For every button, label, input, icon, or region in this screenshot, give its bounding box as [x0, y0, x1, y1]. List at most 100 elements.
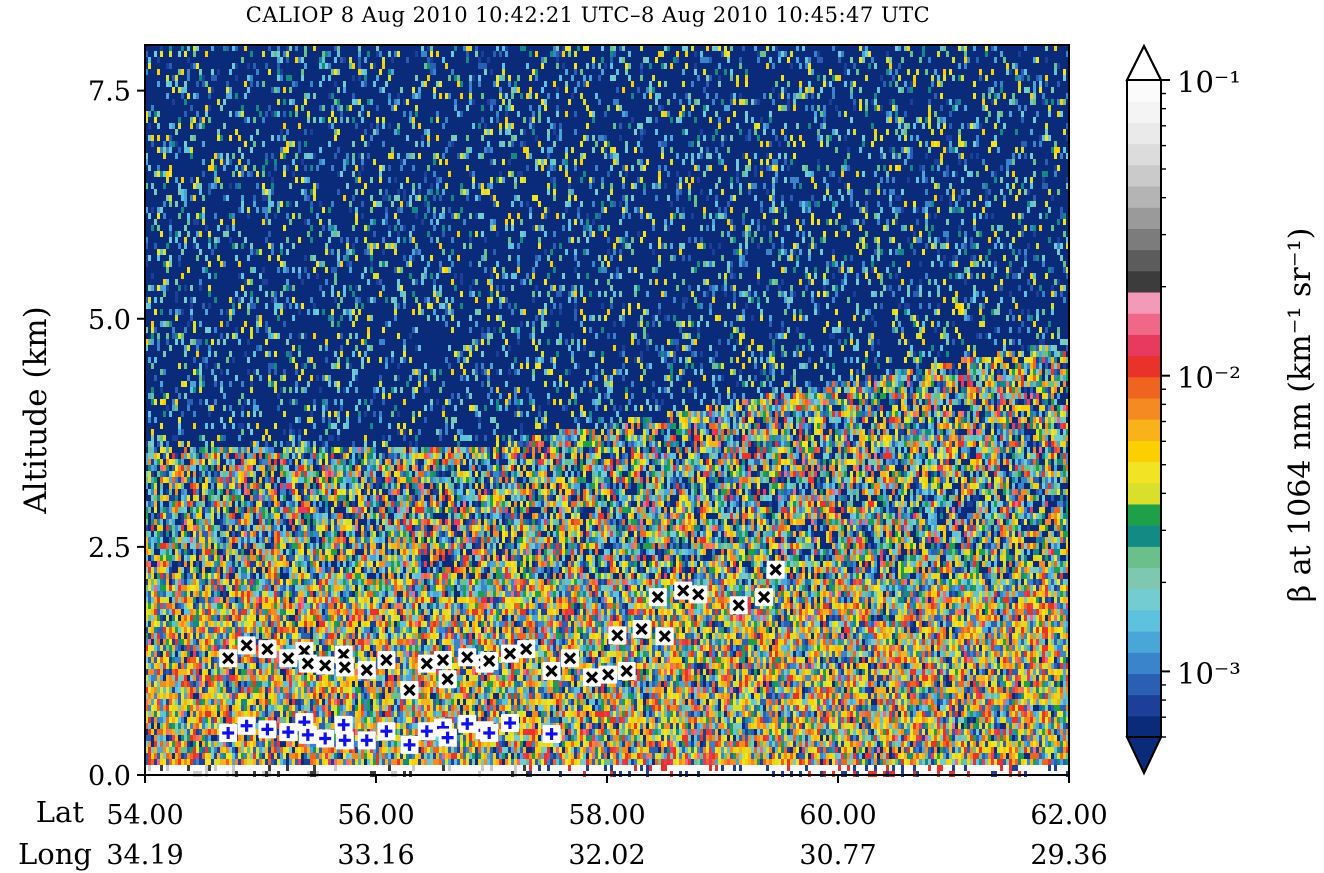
- x-marker: [258, 640, 277, 659]
- colorbar-swatch: [1127, 207, 1161, 229]
- x-tick-label-long: 30.77: [799, 840, 876, 871]
- colorbar: 10⁻¹ 10⁻² 10⁻³: [1125, 43, 1241, 776]
- x-marker: [755, 588, 774, 607]
- x-tick-label-long: 33.16: [337, 840, 414, 871]
- colorbar-swatch: [1127, 673, 1161, 696]
- x-marker: [279, 649, 298, 668]
- x-marker: [298, 654, 317, 673]
- plus-marker: [279, 723, 298, 742]
- colorbar-swatch: [1127, 185, 1161, 208]
- y-tick-label: 7.5: [88, 77, 131, 108]
- x-tick-label-lat: 60.00: [799, 800, 876, 831]
- x-marker: [316, 656, 335, 675]
- colorbar-swatch: [1127, 440, 1161, 463]
- plus-marker: [438, 728, 457, 747]
- colorbar-swatch: [1127, 143, 1161, 166]
- colorbar-swatch: [1127, 546, 1161, 569]
- colorbar-label: β at 1064 nm (km⁻¹ sr⁻¹): [1283, 228, 1318, 603]
- x-tick-label-long: 32.02: [568, 840, 645, 871]
- x-marker: [438, 670, 457, 689]
- x-marker: [480, 651, 499, 670]
- plus-marker: [500, 713, 519, 732]
- x-row-label-long: Long: [18, 837, 92, 871]
- chart-title: CALIOP 8 Aug 2010 10:42:21 UTC–8 Aug 201…: [246, 3, 930, 27]
- colorbar-swatch: [1127, 101, 1161, 123]
- x-marker: [632, 620, 651, 638]
- colorbar-tick-label: 10⁻²: [1177, 361, 1241, 395]
- x-tick-label-long: 29.36: [1030, 840, 1107, 871]
- colorbar-swatch: [1127, 482, 1161, 505]
- colorbar-swatch: [1127, 376, 1161, 399]
- x-axis: 54.00 34.19 56.00 33.16 58.00 32.02 60.00 30.77…: [106, 775, 1108, 871]
- x-marker: [561, 649, 580, 668]
- x-marker: [648, 588, 667, 607]
- x-tick-label-lat: 62.00: [1030, 800, 1107, 831]
- plus-marker: [480, 724, 499, 743]
- plus-marker: [400, 735, 419, 754]
- x-tick-label-lat: 54.00: [106, 800, 183, 831]
- colorbar-swatch: [1127, 270, 1161, 293]
- colorbar-swatch: [1127, 652, 1161, 675]
- colorbar-swatch: [1127, 525, 1161, 547]
- colorbar-over-arrow: [1125, 43, 1163, 81]
- x-marker: [617, 661, 636, 680]
- plus-marker: [298, 725, 317, 744]
- colorbar-swatch: [1127, 631, 1161, 653]
- x-marker: [237, 636, 256, 655]
- x-marker: [517, 640, 536, 659]
- y-axis-label: Altitude (km): [18, 306, 54, 515]
- x-marker: [357, 661, 376, 680]
- colorbar-swatch: [1127, 313, 1161, 335]
- x-row-label-lat: Lat: [36, 795, 85, 829]
- plus-marker: [417, 722, 436, 741]
- plus-marker: [334, 715, 353, 734]
- x-tick-label-lat: 58.00: [568, 800, 645, 831]
- colorbar-swatch: [1127, 503, 1161, 526]
- colorbar-swatch: [1127, 334, 1161, 357]
- y-axis: 0.0 2.5 5.0 7.5: [88, 77, 145, 792]
- plus-marker: [335, 731, 354, 750]
- x-marker: [599, 665, 618, 684]
- colorbar-under-arrow: [1125, 736, 1163, 776]
- x-marker: [417, 654, 436, 673]
- colorbar-swatch: [1127, 80, 1161, 102]
- x-marker: [458, 648, 477, 667]
- y-tick-label: 0.0: [88, 761, 131, 792]
- plus-marker: [357, 731, 376, 750]
- colorbar-swatch: [1127, 122, 1161, 145]
- colorbar-swatch: [1127, 164, 1161, 187]
- colorbar-swatch: [1127, 567, 1161, 590]
- colorbar-swatch: [1127, 609, 1161, 632]
- x-tick-label-lat: 56.00: [337, 800, 414, 831]
- colorbar-swatch: [1127, 588, 1161, 611]
- plus-marker: [219, 724, 238, 743]
- colorbar-swatch: [1127, 694, 1161, 717]
- plus-marker: [258, 720, 277, 739]
- plus-marker: [377, 722, 396, 741]
- colorbar-swatch: [1127, 419, 1161, 441]
- plus-marker: [458, 714, 477, 733]
- plus-marker: [542, 724, 561, 743]
- colorbar-swatch: [1127, 355, 1161, 378]
- x-marker: [377, 651, 396, 670]
- x-marker: [400, 681, 419, 700]
- y-tick-label: 5.0: [88, 305, 131, 336]
- x-marker: [542, 661, 561, 680]
- y-tick-label: 2.5: [88, 533, 131, 564]
- x-marker: [766, 560, 785, 579]
- x-marker: [608, 626, 627, 645]
- colorbar-swatch: [1127, 228, 1161, 251]
- x-marker: [582, 668, 601, 687]
- x-marker: [689, 585, 708, 604]
- colorbar-swatch: [1127, 461, 1161, 484]
- x-marker: [655, 627, 674, 646]
- plus-marker: [316, 729, 335, 748]
- colorbar-swatch: [1127, 291, 1161, 314]
- x-marker: [219, 649, 238, 668]
- x-marker: [500, 644, 519, 663]
- x-marker: [674, 581, 693, 600]
- x-marker: [729, 596, 748, 615]
- marker-layer: [219, 560, 785, 754]
- x-marker: [335, 658, 354, 677]
